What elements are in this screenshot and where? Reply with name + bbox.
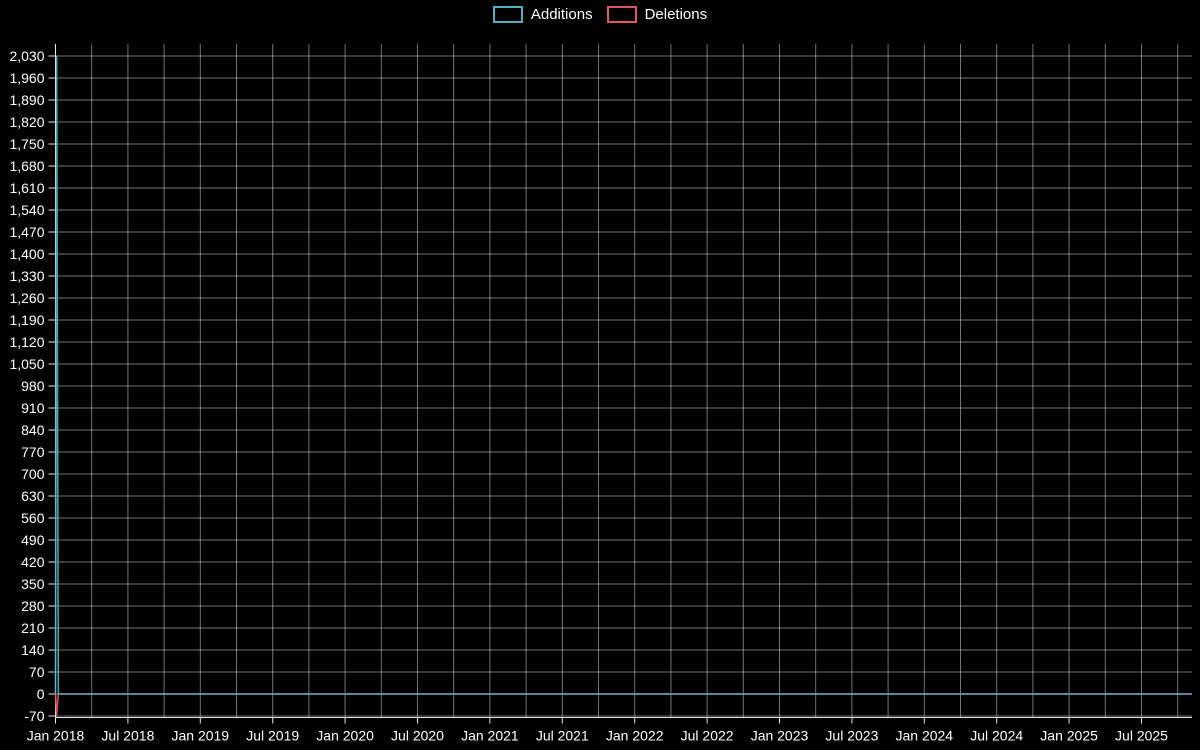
y-tick-label: 1,750 [9,136,44,152]
chart-legend: Additions Deletions [0,6,1200,23]
y-tick-label: 840 [21,422,45,438]
x-tick-label: Jan 2019 [171,728,229,744]
x-tick-label: Jan 2022 [606,728,664,744]
y-tick-label: 980 [21,378,45,394]
y-tick-label: 0 [37,686,45,702]
y-tick-label: 140 [21,642,45,658]
y-tick-label: 560 [21,510,45,526]
y-tick-label: 210 [21,620,45,636]
y-tick-label: 1,470 [9,224,44,240]
y-tick-label: 1,820 [9,114,44,130]
deletions-swatch [606,6,637,23]
y-tick-label: 1,680 [9,158,44,174]
x-tick-label: Jan 2025 [1040,728,1098,744]
y-tick-label: 350 [21,576,45,592]
y-tick-label: 1,960 [9,70,44,86]
x-tick-label: Jul 2018 [101,728,154,744]
x-tick-label: Jul 2020 [391,728,444,744]
x-tick-label: Jul 2021 [536,728,589,744]
y-tick-label: -70 [24,708,44,724]
y-tick-label: 1,610 [9,180,44,196]
legend-label-additions: Additions [530,6,593,23]
legend-item-deletions[interactable]: Deletions [606,6,708,23]
x-tick-label: Jul 2022 [681,728,734,744]
x-tick-label: Jul 2019 [246,728,299,744]
y-tick-label: 1,400 [9,246,44,262]
legend-label-deletions: Deletions [644,6,708,23]
x-tick-label: Jul 2024 [970,728,1023,744]
y-tick-label: 1,540 [9,202,44,218]
y-tick-label: 1,050 [9,356,44,372]
y-tick-label: 1,330 [9,268,44,284]
y-tick-label: 1,120 [9,334,44,350]
additions-line [54,55,1192,695]
x-tick-label: Jan 2024 [895,728,953,744]
y-tick-label: 630 [21,488,45,504]
y-tick-label: 490 [21,532,45,548]
additions-swatch [492,6,523,23]
x-tick-label: Jan 2018 [27,728,85,744]
x-tick-label: Jan 2021 [461,728,519,744]
deletions-line [54,693,1192,717]
y-tick-label: 280 [21,598,45,614]
y-tick-label: 1,260 [9,290,44,306]
y-tick-label: 2,030 [9,48,44,64]
y-tick-label: 1,890 [9,92,44,108]
y-tick-label: 770 [21,444,45,460]
x-tick-label: Jan 2023 [751,728,809,744]
x-tick-label: Jul 2023 [825,728,878,744]
y-tick-label: 1,190 [9,312,44,328]
y-tick-label: 700 [21,466,45,482]
y-tick-label: 420 [21,554,45,570]
y-tick-label: 910 [21,400,45,416]
legend-item-additions[interactable]: Additions [492,6,593,23]
y-tick-label: 70 [29,664,45,680]
x-tick-label: Jan 2020 [316,728,374,744]
x-tick-label: Jul 2025 [1115,728,1168,744]
